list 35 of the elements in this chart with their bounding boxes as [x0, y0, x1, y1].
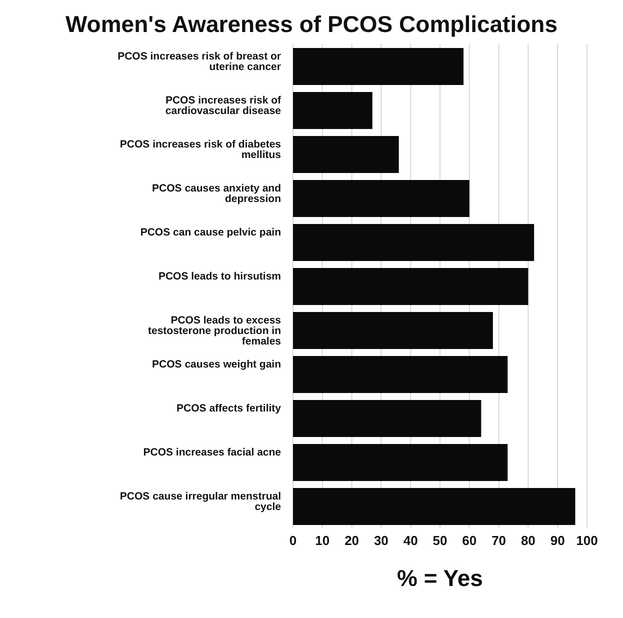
- y-tick-label: PCOS causes weight gain: [152, 358, 281, 370]
- x-tick-label: 40: [403, 533, 418, 548]
- y-tick-label: PCOS leads to excess testosterone production in females: [148, 314, 282, 348]
- x-tick-label: 70: [492, 533, 506, 548]
- y-tick-label: PCOS causes anxiety and depression: [152, 182, 281, 205]
- x-axis-title: % = Yes: [397, 565, 483, 591]
- bar: [293, 488, 576, 525]
- x-tick-label: 100: [576, 533, 598, 548]
- x-tick-label: 0: [289, 533, 297, 548]
- bar: [293, 180, 470, 217]
- x-tick-label: 60: [462, 533, 477, 548]
- bar: [293, 400, 482, 437]
- y-tick-label: PCOS affects fertility: [176, 402, 282, 414]
- bar: [293, 268, 528, 305]
- y-tick-label: PCOS increases risk of breast or uterine cancer: [118, 50, 281, 73]
- y-tick-label: PCOS cause irregular menstrual cycle: [120, 490, 282, 513]
- chart-title: Women's Awareness of PCOS Complications: [64, 10, 558, 39]
- bar: [293, 136, 399, 173]
- bar: [293, 48, 464, 85]
- bar: [293, 356, 508, 393]
- y-tick-label: PCOS increases facial acne: [143, 446, 282, 458]
- y-tick-label: PCOS increases risk of diabetes mellitus: [120, 138, 282, 161]
- y-tick-label: PCOS leads to hirsutism: [158, 270, 281, 282]
- bar: [293, 312, 493, 349]
- x-tick-label: 50: [432, 533, 448, 548]
- bar: [293, 92, 372, 129]
- y-tick-label: PCOS can cause pelvic pain: [140, 226, 281, 238]
- bar: [293, 224, 534, 261]
- y-tick-label: PCOS increases risk of cardiovascular disease: [165, 94, 282, 117]
- bar: [293, 444, 508, 481]
- x-tick-label: 10: [315, 533, 330, 548]
- x-tick-label: 80: [520, 533, 536, 548]
- x-tick-label: 90: [550, 533, 565, 548]
- x-tick-label: 20: [344, 533, 360, 548]
- x-tick-label: 30: [374, 533, 388, 548]
